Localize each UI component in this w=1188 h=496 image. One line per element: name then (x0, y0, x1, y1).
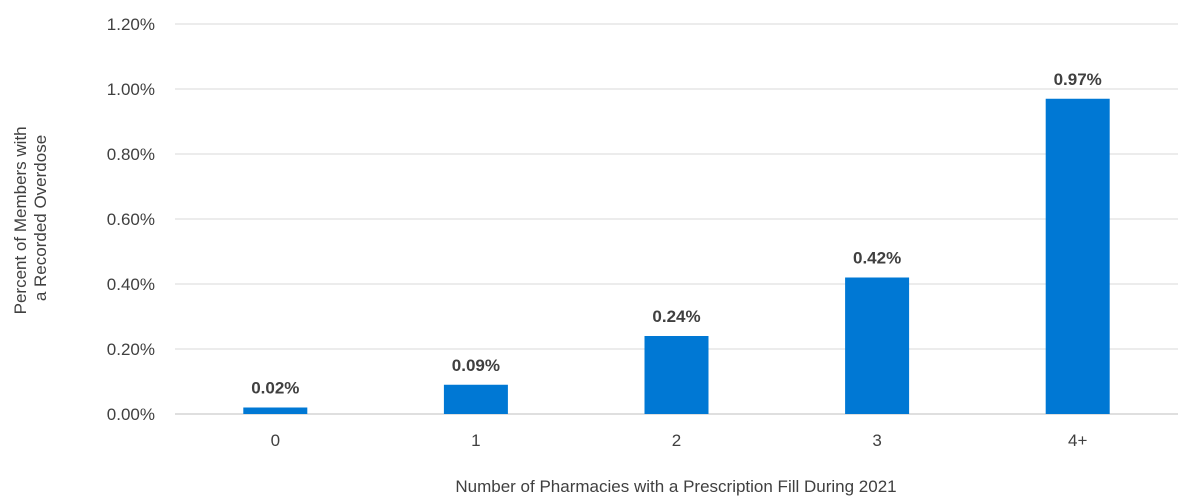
bar (644, 336, 709, 414)
bar (845, 277, 910, 414)
x-tick-label: 1 (471, 431, 480, 450)
y-axis-title-line-2: a Recorded Overdose (31, 135, 50, 301)
x-tick-label: 4+ (1068, 431, 1087, 450)
y-tick-label: 1.20% (107, 15, 155, 34)
bar (443, 384, 508, 414)
data-label: 0.42% (853, 249, 901, 268)
gridlines (175, 23, 1178, 415)
y-tick-label: 0.20% (107, 340, 155, 359)
x-axis-tick-labels: 0 1 2 3 4+ (271, 431, 1088, 450)
y-tick-label: 0.00% (107, 405, 155, 424)
data-labels: 0.02% 0.09% 0.24% 0.42% 0.97% (251, 70, 1102, 398)
x-tick-label: 0 (271, 431, 280, 450)
bar (243, 407, 308, 414)
y-tick-label: 0.60% (107, 210, 155, 229)
bar (1045, 98, 1110, 414)
data-label: 0.02% (251, 379, 299, 398)
y-axis-title: Percent of Members with a Recorded Overd… (11, 122, 50, 315)
y-axis-tick-labels: 0.00% 0.20% 0.40% 0.60% 0.80% 1.00% 1.20% (107, 15, 155, 424)
data-label: 0.97% (1054, 70, 1102, 89)
y-axis-title-line-1: Percent of Members with (11, 126, 30, 314)
y-tick-label: 0.80% (107, 145, 155, 164)
data-label: 0.09% (452, 356, 500, 375)
data-label: 0.24% (652, 307, 700, 326)
x-axis-title: Number of Pharmacies with a Prescription… (455, 477, 896, 496)
x-tick-label: 3 (872, 431, 881, 450)
y-tick-label: 1.00% (107, 80, 155, 99)
y-tick-label: 0.40% (107, 275, 155, 294)
x-tick-label: 2 (672, 431, 681, 450)
bars (243, 98, 1110, 414)
